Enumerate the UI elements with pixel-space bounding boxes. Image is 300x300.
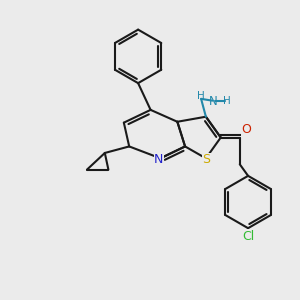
Text: H: H [223, 96, 230, 106]
Text: O: O [242, 123, 251, 136]
Text: H: H [197, 91, 205, 101]
Text: N: N [209, 95, 218, 108]
Text: Cl: Cl [242, 230, 254, 243]
Text: N: N [154, 153, 164, 166]
Text: S: S [202, 153, 211, 166]
